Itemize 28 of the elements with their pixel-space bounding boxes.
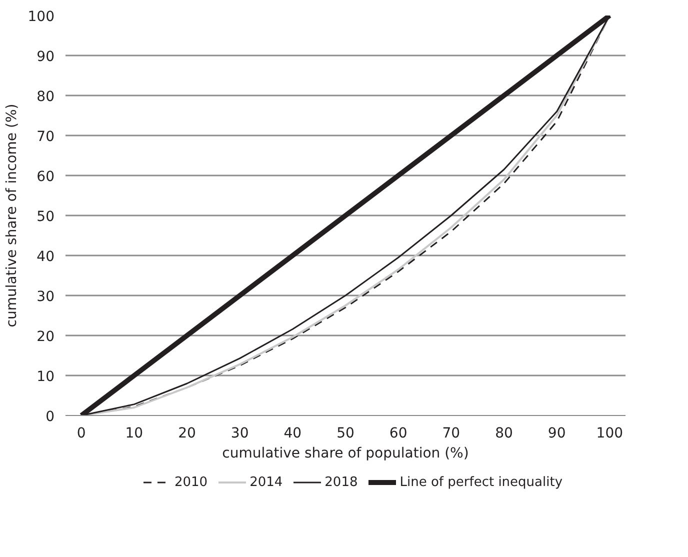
x-tick-label: 70: [442, 426, 460, 442]
y-tick-label: 70: [36, 129, 55, 145]
x-tick-label: 20: [178, 426, 196, 442]
x-tick-label: 100: [596, 426, 624, 442]
x-tick-label: 0: [76, 426, 86, 442]
x-tick-label: 10: [125, 426, 144, 442]
x-tick-label: 30: [230, 426, 249, 442]
y-tick-label: 10: [36, 369, 55, 385]
y-tick-label: 100: [28, 9, 55, 25]
x-axis-title: cumulative share of population (%): [222, 446, 469, 462]
y-tick-label: 90: [36, 49, 55, 65]
x-tick-label: 90: [548, 426, 566, 442]
legend-label: 2014: [250, 474, 283, 490]
x-tick-label: 80: [495, 426, 513, 442]
y-tick-label: 40: [36, 249, 55, 265]
legend-label: Line of perfect inequality: [400, 474, 563, 490]
legend-label: 2018: [324, 474, 358, 490]
y-tick-label: 60: [36, 169, 55, 185]
x-tick-label: 60: [389, 426, 408, 442]
legend-label: 2010: [174, 474, 208, 490]
y-axis-title: cumulative share of income (%): [4, 104, 20, 328]
y-tick-label: 30: [36, 289, 55, 305]
y-tick-label: 0: [46, 409, 55, 425]
x-tick-label: 40: [284, 426, 302, 442]
y-tick-label: 80: [36, 89, 55, 105]
y-tick-label: 50: [36, 209, 55, 225]
x-tick-label: 50: [336, 426, 354, 442]
y-tick-label: 20: [36, 329, 55, 345]
